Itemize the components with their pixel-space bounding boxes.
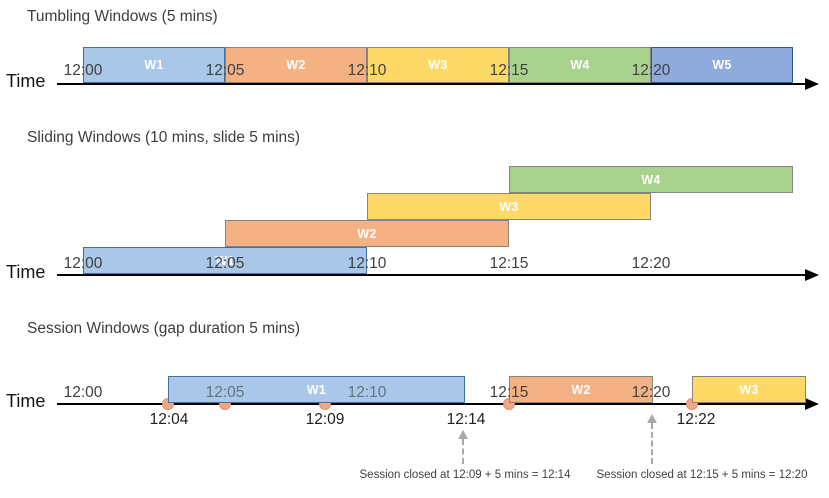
tumbling-tick-1210: 12:10	[347, 62, 387, 79]
sliding-time-axis	[57, 274, 807, 276]
session-tick-1205: 12:05	[205, 384, 245, 401]
session-close-annotation-1: Session closed at 12:09 + 5 mins = 12:14	[359, 469, 571, 481]
session-close-annotation-2: Session closed at 12:15 + 5 mins = 12:20	[596, 469, 808, 481]
tumbling-axis-arrowhead-icon	[805, 78, 819, 90]
tumbling-section-title: Tumbling Windows (5 mins)	[27, 8, 218, 25]
session-window-bar-w2: W2	[509, 376, 653, 403]
tumbling-tick-1220: 12:20	[631, 62, 671, 79]
tumbling-window-bar-w1: W1	[83, 47, 225, 83]
session-close-arrow-icon	[458, 430, 468, 439]
sliding-window-bar-w4: W4	[509, 166, 793, 193]
session-window-bar-w3: W3	[692, 376, 806, 403]
session-window-bar-w1: W1	[168, 376, 465, 403]
session-section-title: Session Windows (gap duration 5 mins)	[27, 320, 301, 337]
tumbling-tick-1200: 12:00	[63, 62, 103, 79]
session-time-axis	[57, 403, 807, 405]
tumbling-window-bar-w3: W3	[367, 47, 509, 83]
session-tick-1215: 12:15	[489, 384, 529, 401]
window-label: W3	[499, 199, 519, 214]
sliding-time-axis-label: Time	[6, 262, 46, 282]
sliding-window-bar-w1: W1	[83, 247, 367, 274]
sliding-tick-1210: 12:10	[347, 255, 387, 272]
sliding-tick-1215: 12:15	[489, 255, 529, 272]
session-close-arrow-line	[462, 439, 464, 464]
window-label: W4	[641, 172, 661, 187]
session-axis-arrowhead-icon	[805, 398, 819, 410]
sliding-window-bar-w2: W2	[225, 220, 509, 247]
tumbling-window-bar-w2: W2	[225, 47, 367, 83]
event-time-label-1204: 12:04	[149, 411, 189, 428]
sliding-tick-1200: 12:00	[63, 255, 103, 272]
session-time-axis-label: Time	[6, 391, 46, 411]
window-label: W2	[286, 58, 306, 72]
window-label: W2	[571, 382, 591, 397]
tumbling-time-axis	[57, 83, 807, 85]
sliding-section-title: Sliding Windows (10 mins, slide 5 mins)	[27, 129, 301, 146]
tumbling-tick-1205: 12:05	[205, 62, 245, 79]
session-tick-1210: 12:10	[347, 384, 387, 401]
event-time-label-1209: 12:09	[305, 411, 345, 428]
session-tick-1220: 12:20	[631, 384, 671, 401]
event-time-label-1214: 12:14	[446, 411, 486, 428]
tumbling-tick-1215: 12:15	[489, 62, 529, 79]
tumbling-window-bar-w5: W5	[651, 47, 793, 83]
window-label: W1	[215, 253, 235, 268]
sliding-axis-arrowhead-icon	[805, 269, 819, 281]
event-time-label-1222: 12:22	[676, 411, 716, 428]
tumbling-window-bar-w4: W4	[509, 47, 651, 83]
window-label: W3	[428, 58, 448, 72]
window-label: W1	[144, 58, 164, 72]
window-label: W3	[739, 382, 759, 397]
sliding-tick-1205: 12:05	[205, 255, 245, 272]
tumbling-time-axis-label: Time	[6, 71, 46, 91]
sliding-window-bar-w3: W3	[367, 193, 651, 220]
session-close-arrow-line	[651, 423, 653, 464]
session-close-arrow-icon	[647, 414, 657, 423]
window-label: W5	[712, 58, 732, 72]
session-tick-1200: 12:00	[63, 384, 103, 401]
window-label: W1	[306, 382, 327, 397]
window-label: W4	[570, 58, 590, 72]
window-label: W2	[357, 226, 377, 241]
sliding-tick-1220: 12:20	[631, 255, 671, 272]
